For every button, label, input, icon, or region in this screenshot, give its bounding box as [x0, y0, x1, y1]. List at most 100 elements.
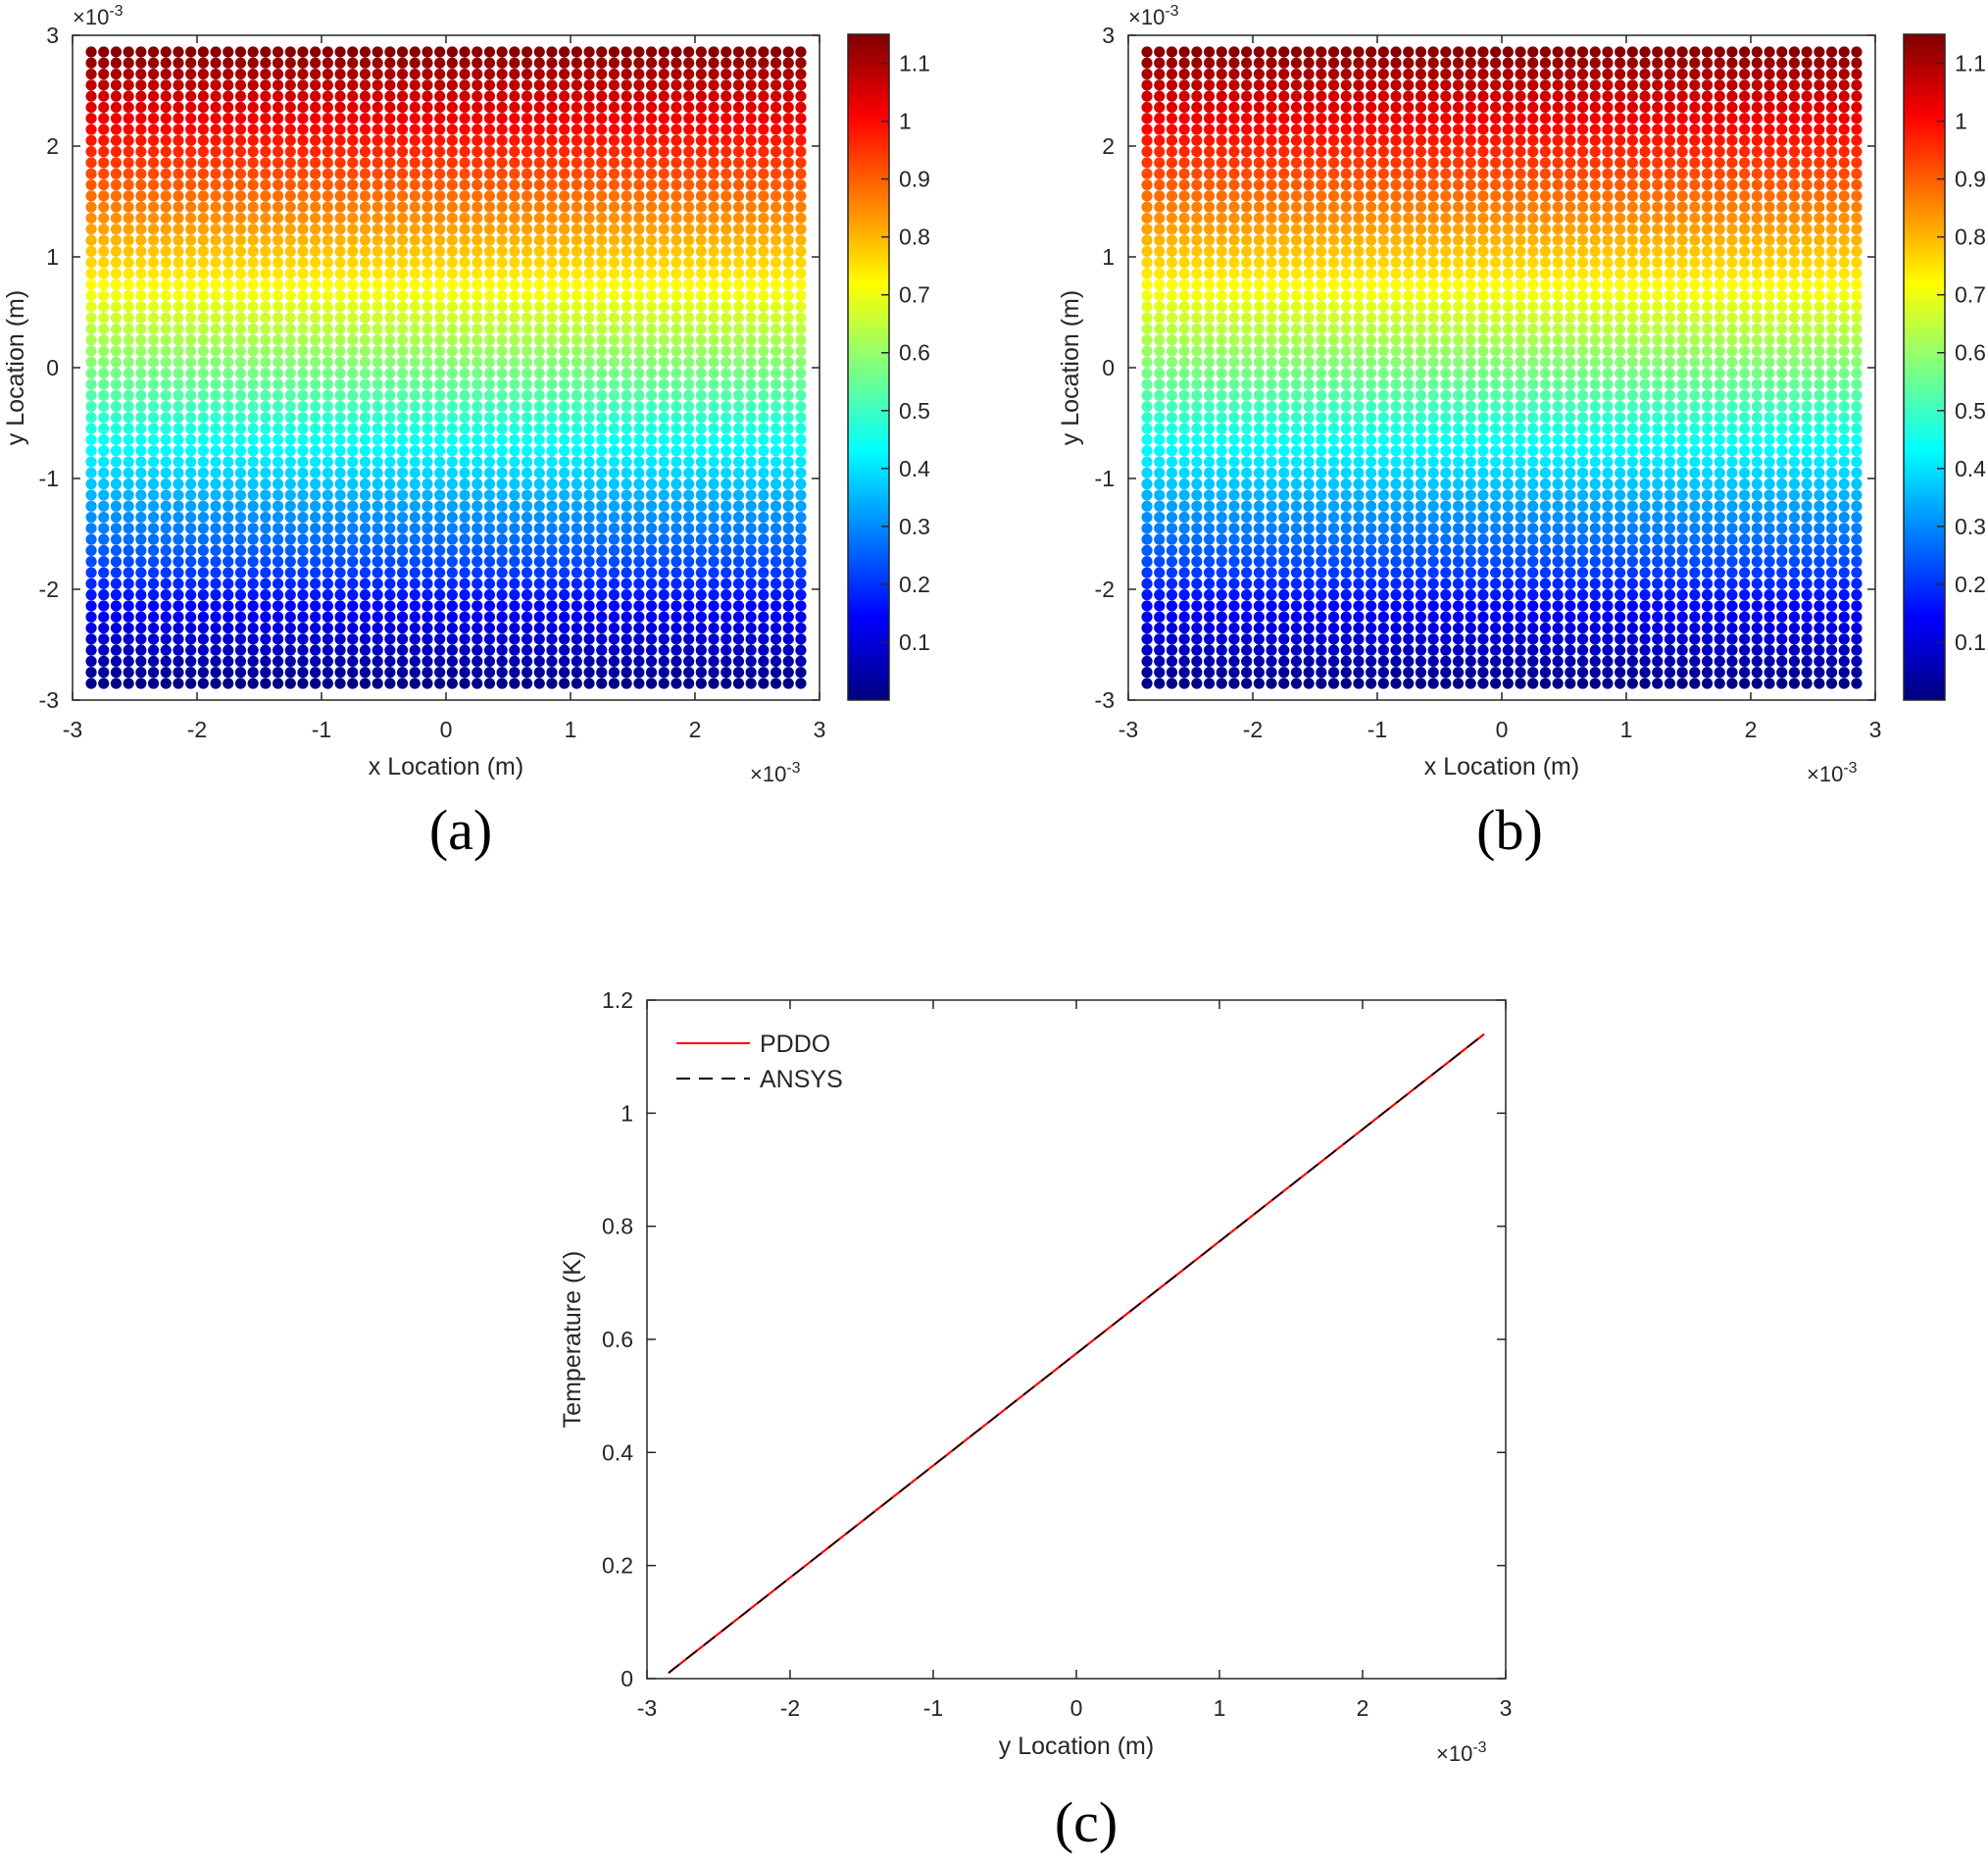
scatter-point — [235, 268, 246, 278]
scatter-point — [1366, 401, 1376, 412]
scatter-point — [161, 468, 172, 478]
scatter-point — [671, 556, 681, 567]
scatter-point — [509, 390, 520, 401]
scatter-point — [609, 58, 620, 69]
scatter-point — [285, 534, 296, 545]
scatter-point — [459, 46, 470, 57]
scatter-point — [1826, 434, 1837, 445]
scatter-point — [534, 645, 545, 656]
scatter-point — [1789, 523, 1800, 533]
scatter-point — [484, 257, 495, 268]
scatter-point — [1677, 501, 1688, 512]
scatter-point — [173, 401, 183, 412]
scatter-point — [1403, 401, 1414, 412]
scatter-point — [522, 157, 532, 168]
scatter-point — [1416, 645, 1426, 656]
scatter-point — [1639, 523, 1650, 533]
scatter-point — [1715, 667, 1725, 678]
scatter-point — [347, 268, 358, 278]
scatter-point — [646, 412, 657, 423]
scatter-point — [1254, 478, 1265, 489]
scatter-point — [609, 334, 620, 345]
scatter-point — [223, 268, 233, 278]
scatter-point — [1278, 445, 1289, 456]
scatter-point — [1154, 556, 1165, 567]
scatter-point — [384, 79, 395, 90]
scatter-point — [173, 567, 183, 578]
scatter-point — [1540, 445, 1551, 456]
scatter-point — [609, 46, 620, 57]
scatter-point — [795, 313, 806, 324]
scatter-point — [497, 290, 508, 301]
scatter-point — [1328, 545, 1339, 556]
scatter-point — [1715, 556, 1725, 567]
scatter-point — [1328, 424, 1339, 434]
scatter-point — [708, 489, 719, 500]
scatter-point — [733, 412, 744, 423]
scatter-point — [583, 501, 594, 512]
scatter-point — [683, 478, 694, 489]
scatter-point — [1627, 678, 1638, 688]
scatter-point — [173, 512, 183, 523]
scatter-point — [1851, 656, 1862, 667]
scatter-point — [633, 213, 644, 224]
scatter-point — [1639, 589, 1650, 600]
scatter-point — [696, 489, 707, 500]
scatter-point — [185, 501, 196, 512]
scatter-point — [770, 257, 781, 268]
scatter-point — [1378, 623, 1389, 633]
scatter-point — [795, 645, 806, 656]
scatter-point — [447, 124, 458, 134]
scatter-point — [185, 246, 196, 257]
scatter-point — [1553, 468, 1564, 478]
scatter-point — [534, 478, 545, 489]
scatter-point — [1565, 567, 1575, 578]
scatter-point — [1702, 412, 1713, 423]
scatter-point — [1764, 600, 1774, 611]
scatter-point — [1715, 468, 1725, 478]
scatter-point — [410, 667, 421, 678]
scatter-point — [273, 146, 283, 157]
scatter-point — [546, 633, 557, 644]
scatter-point — [746, 523, 757, 533]
scatter-point — [422, 378, 432, 389]
scatter-point — [1266, 556, 1276, 567]
scatter-point — [111, 478, 122, 489]
scatter-point — [621, 213, 632, 224]
scatter-point — [559, 489, 570, 500]
scatter-point — [373, 612, 383, 623]
scatter-point — [572, 468, 582, 478]
scatter-point — [1141, 589, 1152, 600]
scatter-point — [671, 202, 681, 213]
scatter-point — [422, 157, 432, 168]
scatter-point — [1191, 489, 1202, 500]
scatter-point — [148, 667, 159, 678]
scatter-point — [397, 79, 408, 90]
scatter-point — [285, 313, 296, 324]
scatter-point — [1565, 645, 1575, 656]
scatter-point — [1490, 489, 1501, 500]
scatter-point — [334, 600, 345, 611]
scatter-point — [1217, 567, 1227, 578]
scatter-point — [210, 512, 221, 523]
scatter-point — [696, 157, 707, 168]
scatter-point — [1228, 512, 1239, 523]
scatter-point — [98, 46, 109, 57]
scatter-point — [111, 102, 122, 113]
scatter-point — [596, 257, 607, 268]
scatter-point — [646, 623, 657, 633]
scatter-point — [1328, 656, 1339, 667]
scatter-point — [1304, 478, 1315, 489]
scatter-point — [572, 401, 582, 412]
scatter-point — [1390, 468, 1401, 478]
scatter-point — [148, 678, 159, 688]
scatter-point — [210, 412, 221, 423]
scatter-point — [1577, 445, 1588, 456]
scatter-point — [746, 257, 757, 268]
scatter-point — [733, 512, 744, 523]
scatter-point — [659, 612, 670, 623]
scatter-point — [746, 368, 757, 378]
scatter-point — [285, 667, 296, 678]
scatter-point — [235, 401, 246, 412]
scatter-point — [85, 645, 96, 656]
